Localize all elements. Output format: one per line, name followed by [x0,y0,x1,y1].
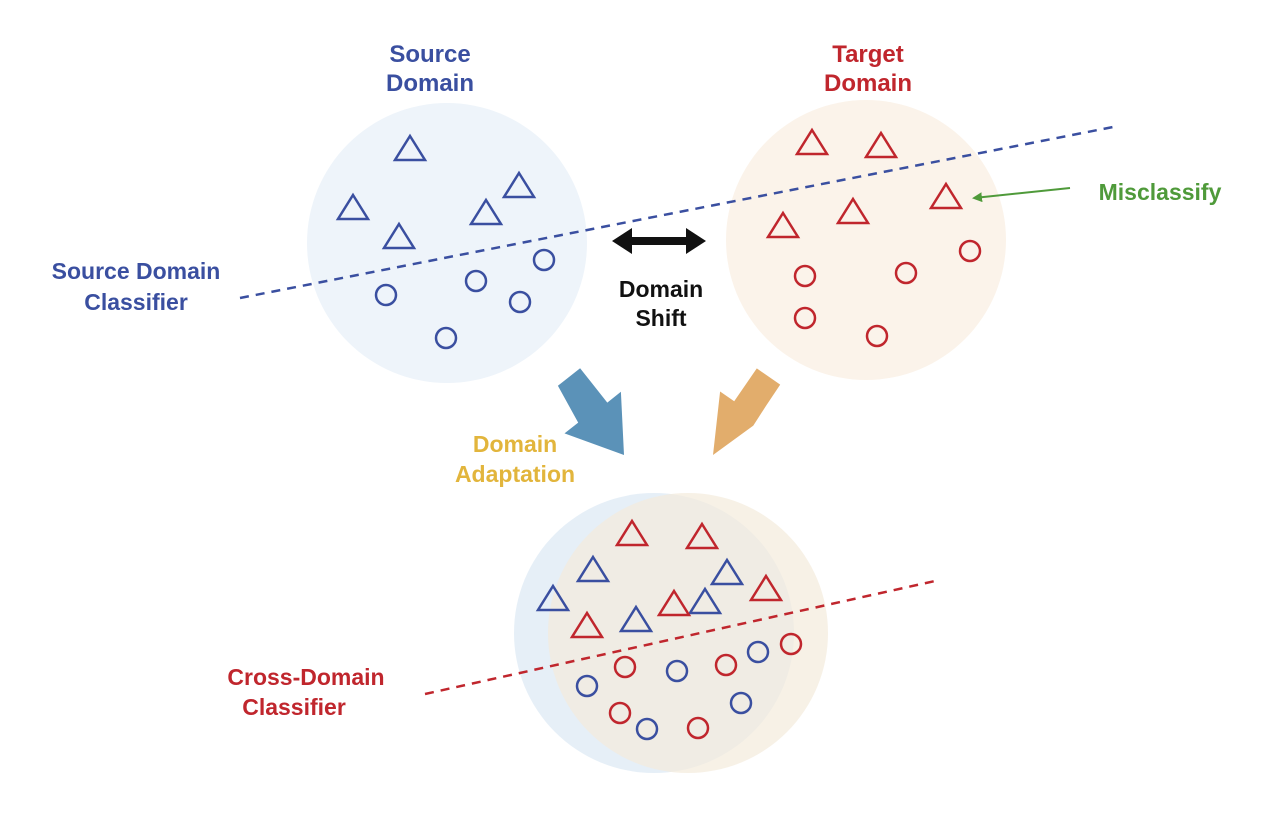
cross-domain-classifier-label-line1: Cross-Domain [227,664,384,690]
adapted-source-circle [746,640,770,664]
adapted-target-circle [779,632,803,656]
adapted-target-circle [608,701,632,725]
domain-adaptation-label-line2: Adaptation [455,461,575,487]
adapted-target-samples [569,518,803,740]
domain-shift-arrow-right-head [686,228,706,254]
misclassify-label: Misclassify [1099,179,1222,205]
source-triangle [335,192,371,221]
target-circle [958,239,982,263]
adapted-source-triangle [535,583,571,612]
adapted-source-samples [535,554,770,741]
adapted-target-triangle [569,610,605,639]
adapted-target-circle [714,653,738,677]
adapted-target-circle [686,716,710,740]
domain-shift-arrow [612,228,706,254]
source-triangle [381,221,417,250]
domain-shift-arrow-shaft [622,237,694,245]
adapted-target-triangle [614,518,650,547]
domain-shift-label-line1: Domain [619,276,703,302]
cross-domain-classifier-label-line2: Classifier [242,694,346,720]
adapted-source-circle [575,674,599,698]
domain-shift-label-line2: Shift [635,305,686,331]
target-adaptation-arrow [713,368,781,455]
source-circle [508,290,532,314]
adapted-source-triangle [687,586,723,615]
source-domain-title-line2: Domain [386,70,474,97]
adapted-source-circle [635,717,659,741]
target-domain-title-line1: Target [832,41,904,68]
source-adaptation-arrow [557,368,624,455]
source-circle [532,248,556,272]
source-circle [374,283,398,307]
target-domain-title-line2: Domain [824,70,912,97]
target-triangle [765,210,801,239]
target-triangle [794,127,830,156]
target-circle [793,264,817,288]
misclassify-arrow [972,187,1071,203]
source-classifier-label-line1: Source Domain [52,258,221,284]
cross-domain-classifier-line [424,579,936,696]
adapted-target-triangle [684,521,720,550]
adapted-source-triangle [575,554,611,583]
source-circle [464,269,488,293]
adapted-source-circle [729,691,753,715]
adapted-source-triangle [709,557,745,586]
source-samples [335,133,556,350]
adapted-target-circle [613,655,637,679]
target-triangle-misclassified [928,181,964,210]
target-circle [793,306,817,330]
target-triangle [835,196,871,225]
source-domain-region [307,103,587,383]
target-circle [894,261,918,285]
source-domain-title-line1: Source [389,41,470,68]
source-triangle [392,133,428,162]
domain-shift-arrow-left-head [612,228,632,254]
source-classifier-label-line2: Classifier [84,289,188,315]
source-domain-classifier-line [239,125,1114,300]
adapted-target-triangle [748,573,784,602]
target-samples [765,127,982,348]
target-triangle [863,130,899,159]
adapted-target-triangle [656,588,692,617]
source-circle [434,326,458,350]
source-triangle [501,170,537,199]
target-domain-region [726,100,1006,380]
target-circle [865,324,889,348]
adapted-source-circle [665,659,689,683]
domain-adaptation-label-line1: Domain [473,431,557,457]
source-triangle [468,197,504,226]
adapted-source-triangle [618,604,654,633]
